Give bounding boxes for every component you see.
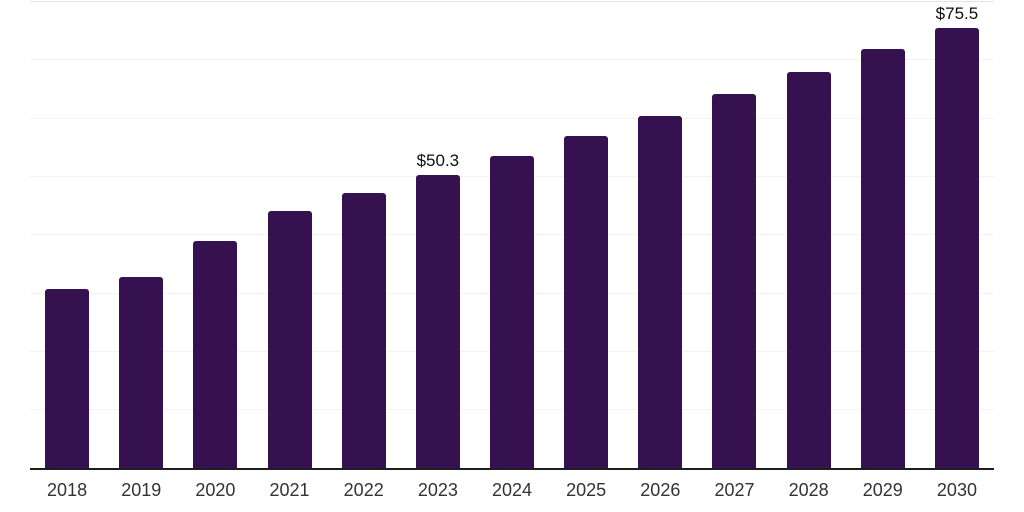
x-axis-label-2018: 2018 [47, 480, 88, 500]
bar-2026[interactable] [638, 115, 683, 469]
bar-column-2029 [846, 2, 920, 469]
x-axis-label-2024: 2024 [491, 480, 533, 500]
bar-column-2019 [104, 2, 178, 469]
bar-2024[interactable] [490, 155, 535, 469]
bar-2021[interactable] [267, 210, 312, 469]
x-axis-label-2022: 2022 [343, 480, 384, 500]
bar-2029[interactable] [860, 49, 905, 469]
bar-column-2026 [623, 2, 697, 469]
bars-container: $50.3 $75.5 [30, 2, 994, 469]
bar-2020[interactable] [193, 241, 238, 469]
bar-column-2022 [327, 2, 401, 469]
x-axis-label-2019: 2019 [121, 480, 162, 500]
x-axis-label-2027: 2027 [714, 480, 755, 500]
bar-2018[interactable] [45, 288, 90, 469]
bar-column-2021 [252, 2, 326, 469]
bar-column-2018 [30, 2, 104, 469]
bar-2019[interactable] [119, 277, 164, 469]
gridline-70 [30, 59, 994, 61]
x-axis-label-2029: 2029 [862, 480, 903, 500]
x-axis-line [30, 467, 994, 470]
bar-column-2030: $75.5 [920, 2, 994, 469]
x-axis-label-2023: 2023 [417, 480, 458, 500]
bar-column-2020 [178, 2, 252, 469]
bar-2027[interactable] [712, 94, 757, 469]
bar-2025[interactable] [564, 135, 609, 469]
x-axis-label-2028: 2028 [788, 480, 829, 500]
gridline-80 [30, 1, 994, 2]
x-axis-label-2020: 2020 [195, 480, 236, 500]
x-axis-label-2021: 2021 [269, 480, 310, 500]
bar-column-2025 [549, 2, 623, 469]
x-axis-labels: 2018 2019 2020 2021 2022 2023 2024 2025 2026 2027… [30, 470, 994, 501]
plot-area: $50.3 $75.5 [30, 1, 994, 470]
bar-column-2023: $50.3 [401, 2, 475, 469]
x-axis-label-2026: 2026 [640, 480, 681, 500]
gridline-60 [30, 117, 994, 119]
bar-2022[interactable] [341, 192, 386, 469]
bar-2028[interactable] [786, 71, 831, 469]
bar-column-2027 [697, 2, 771, 469]
bar-column-2028 [772, 2, 846, 469]
x-axis-label-2030: 2030 [936, 480, 977, 500]
bar-2023[interactable] [415, 175, 460, 469]
bar-value-label-2023: $50.3 [416, 151, 460, 171]
bar-column-2024 [475, 2, 549, 469]
bar-2030[interactable] [934, 28, 979, 469]
x-axis-label-2025: 2025 [566, 480, 607, 500]
bar-value-label-2030: $75.5 [935, 4, 979, 24]
